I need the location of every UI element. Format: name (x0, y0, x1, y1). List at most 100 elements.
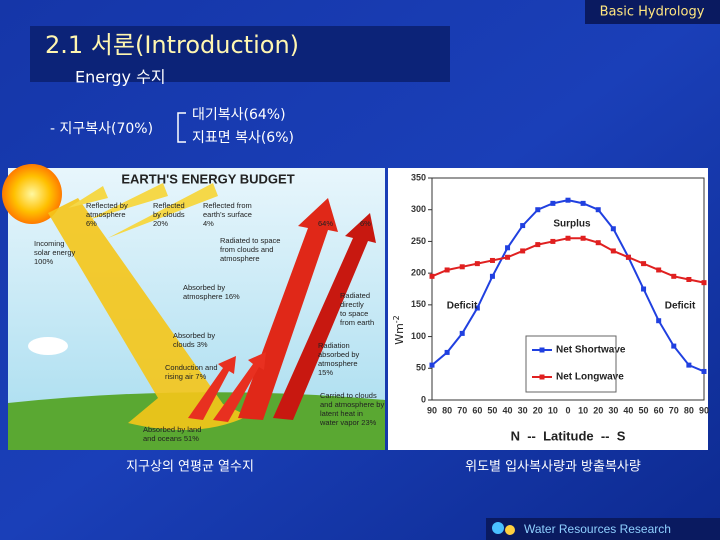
diagram-label: Reflected (153, 201, 185, 210)
series-marker (671, 343, 677, 349)
series-marker (671, 273, 677, 279)
annotation: Surplus (553, 219, 591, 230)
legend-label: Net Longwave (556, 372, 624, 383)
reflected-arrows (68, 183, 218, 238)
series-marker (595, 240, 601, 246)
series-marker (656, 318, 662, 324)
series-marker (444, 267, 450, 273)
logo (492, 522, 504, 534)
diagram-label: Reflected from (203, 201, 252, 210)
x-tick-label: 20 (593, 405, 603, 415)
x-tick-label: 10 (578, 405, 588, 415)
series-marker (686, 276, 692, 282)
diagram-label: 15% (318, 368, 333, 377)
series-marker (656, 267, 662, 273)
diagram-label: latent heat in (320, 409, 363, 418)
series-marker (580, 235, 586, 241)
diagram-label: rising air 7% (165, 372, 207, 381)
x-tick-label: 30 (608, 405, 618, 415)
series-marker (429, 362, 435, 368)
series-marker (565, 235, 571, 241)
bullet: - 지구복사(70%) (50, 121, 153, 137)
diagram-label: 100% (34, 257, 54, 266)
diagram-label: atmosphere (86, 210, 126, 219)
legend-marker (539, 347, 545, 353)
series-marker (535, 242, 541, 248)
y-tick-label: 150 (411, 299, 426, 309)
diagram-label: water vapor 23% (319, 418, 377, 427)
x-tick-label: 60 (654, 405, 664, 415)
series-marker (625, 254, 631, 260)
caption: 위도별 입사복사량과 방출복사량 (465, 460, 641, 475)
plot-frame (431, 177, 705, 401)
diagram-label: Radiation (318, 341, 350, 350)
y-tick-label: 350 (411, 172, 426, 182)
diagram-label: from earth (340, 318, 374, 327)
series-marker (505, 254, 511, 260)
x-tick-label: 90 (699, 405, 709, 415)
series-marker (550, 238, 556, 244)
series-marker (474, 305, 480, 311)
diagram-label: 6% (86, 219, 97, 228)
series-marker (610, 248, 616, 254)
x-tick-label: 60 (472, 405, 482, 415)
title: 2.1 서론(Introduction) (45, 31, 299, 59)
diagram-title: EARTH'S ENERGY BUDGET (121, 171, 294, 186)
annotation: Deficit (665, 301, 696, 312)
y-tick-label: 200 (411, 268, 426, 278)
x-tick-label: 40 (623, 405, 633, 415)
diagram-label: atmosphere (318, 359, 358, 368)
diagram-label: Absorbed by land (143, 425, 201, 434)
series-marker (520, 248, 526, 254)
chart-panel (388, 168, 708, 450)
cloud (28, 337, 68, 355)
diagram-label: Radiated (340, 291, 370, 300)
series-marker (535, 207, 541, 213)
y-tick-label: 100 (411, 331, 426, 341)
series-marker (474, 261, 480, 267)
series-marker (565, 197, 571, 203)
x-tick-label: 50 (487, 405, 497, 415)
footer: Water Resources Research (524, 522, 671, 536)
series-marker (580, 200, 586, 206)
series-marker (429, 273, 435, 279)
x-tick-label: 80 (442, 405, 452, 415)
series-marker (489, 257, 495, 263)
series-marker (444, 349, 450, 355)
diagram-label: solar energy (34, 248, 76, 257)
x-tick-label: 40 (503, 405, 513, 415)
x-tick-label: 50 (639, 405, 649, 415)
x-tick-label: 90 (427, 405, 437, 415)
y-tick-label: 0 (421, 394, 426, 404)
title-bar (30, 26, 450, 82)
diagram-label: Carried to clouds (320, 391, 377, 400)
diagram-label: 4% (203, 219, 214, 228)
x-tick-label: 10 (548, 405, 558, 415)
diagram-label: earth's surface (203, 210, 252, 219)
series-marker (701, 368, 707, 374)
series-marker (459, 330, 465, 336)
series-marker (550, 200, 556, 206)
logo (505, 525, 515, 535)
diagram-label: Radiated to space (220, 236, 280, 245)
diagram-label: atmosphere 16% (183, 292, 240, 301)
y-tick-label: 300 (411, 204, 426, 214)
diagram-label: 6% (360, 219, 371, 228)
series-marker (595, 207, 601, 213)
y-tick-label: 250 (411, 236, 426, 246)
series-marker (505, 245, 511, 251)
diagram-label: to space (340, 309, 368, 318)
legend-marker (539, 374, 545, 380)
longwave-arrow (273, 213, 376, 420)
x-tick-label: 70 (457, 405, 467, 415)
x-tick-label: 0 (565, 405, 570, 415)
subtitle: Energy 수지 (75, 68, 166, 87)
series-marker (520, 223, 526, 229)
diagram-label: and atmosphere by (320, 400, 384, 409)
series-marker (641, 286, 647, 292)
footer-box (486, 518, 720, 540)
badge: Basic Hydrology (600, 5, 705, 20)
sun (2, 164, 62, 224)
diagram-label: and oceans 51% (143, 434, 199, 443)
